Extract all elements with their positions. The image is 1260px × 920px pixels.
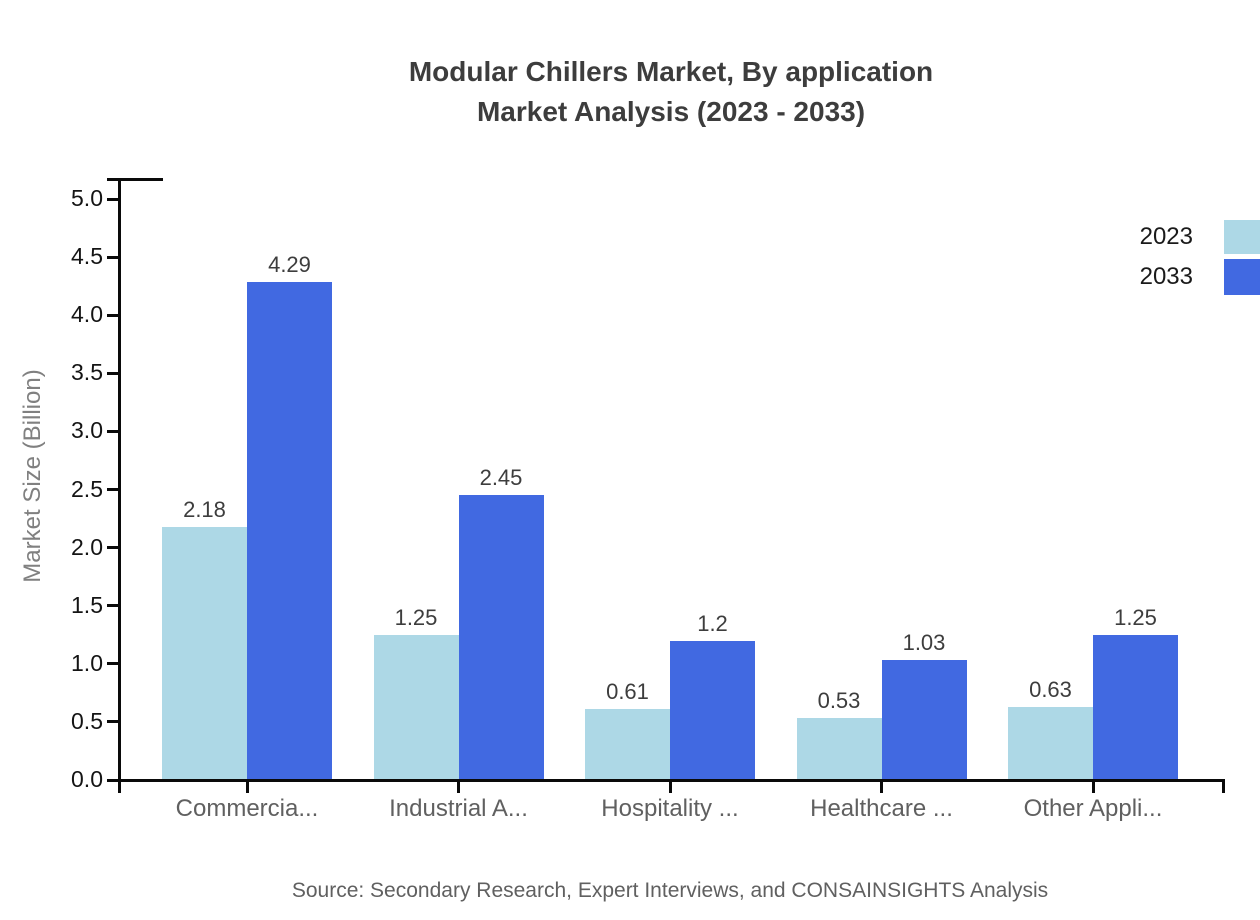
y-tick-mark [107, 546, 120, 550]
y-tick-label: 1.5 [71, 591, 103, 618]
legend-swatch-2023 [1224, 220, 1260, 254]
bar-value-label: 2.45 [479, 465, 523, 490]
x-axis-end-tick [1222, 779, 1225, 793]
y-tick-mark [107, 488, 120, 491]
bar-2023 [796, 718, 882, 780]
x-tick-mark [668, 779, 672, 793]
bar-2023 [162, 527, 247, 780]
y-tick-mark [107, 429, 120, 433]
bar-2023 [585, 709, 670, 780]
x-axis-corner-tick [118, 779, 121, 793]
bar-2023 [373, 635, 459, 780]
x-tick-mark [880, 779, 883, 793]
bar-value-label: 1.2 [697, 611, 728, 636]
y-tick-mark [107, 778, 120, 782]
y-tick-mark [107, 604, 120, 608]
bar-value-label: 0.61 [606, 679, 649, 704]
chart-title: Modular Chillers Market, By application … [409, 52, 933, 132]
y-tick-mark [107, 720, 120, 724]
y-tick-label: 2.5 [71, 475, 103, 502]
y-tick-mark [107, 662, 120, 666]
y-tick-label: 5.0 [71, 185, 103, 211]
bar-value-label: 4.29 [268, 252, 311, 277]
x-axis-line [118, 779, 1225, 782]
legend-item-2023: 2023 [1140, 220, 1260, 254]
chart-title-line2: Market Analysis (2023 - 2033) [476, 96, 866, 127]
y-tick-label: 1.0 [71, 649, 103, 676]
y-axis-top-cap [107, 178, 163, 181]
y-tick-label: 2.0 [71, 533, 103, 560]
bar-2033 [458, 495, 544, 780]
bar-2033 [881, 660, 967, 780]
legend-label-2033: 2033 [1139, 263, 1193, 290]
bar-value-label: 1.25 [1114, 605, 1157, 630]
legend-item-2033: 2033 [1140, 259, 1260, 295]
category-label: Industrial A... [389, 795, 528, 822]
x-tick-mark [457, 779, 460, 793]
bar-2033 [247, 282, 332, 780]
category-label: Other Appli... [1023, 795, 1163, 822]
source-note: Source: Secondary Research, Expert Inter… [291, 879, 1049, 902]
bar-2033 [1093, 635, 1178, 780]
x-tick-mark [1091, 779, 1095, 793]
legend-swatch-2033 [1224, 259, 1260, 295]
y-tick-label: 3.0 [71, 417, 103, 444]
bar-value-label: 1.25 [394, 605, 438, 630]
category-label: Healthcare ... [810, 795, 953, 822]
y-tick-mark [107, 313, 120, 317]
bar-value-label: 1.03 [902, 630, 946, 655]
y-tick-label: 0.0 [71, 766, 103, 792]
bar-value-label: 2.18 [183, 497, 226, 522]
y-tick-label: 4.5 [71, 243, 103, 270]
bar-value-label: 0.63 [1029, 677, 1072, 702]
y-tick-label: 4.0 [71, 301, 103, 328]
category-label: Hospitality ... [601, 795, 739, 822]
category-label: Commercia... [175, 795, 319, 822]
y-tick-mark [107, 197, 120, 201]
y-axis-line [118, 178, 121, 782]
x-tick-mark [245, 779, 249, 793]
bar-2033 [670, 641, 755, 780]
y-tick-mark [107, 371, 120, 375]
y-tick-mark [107, 255, 120, 259]
legend-label-2023: 2023 [1139, 223, 1193, 250]
y-tick-label: 3.5 [71, 359, 103, 386]
y-tick-label: 0.5 [71, 707, 103, 734]
bar-2023 [1008, 707, 1093, 780]
bar-value-label: 0.53 [817, 688, 861, 713]
chart-title-line1: Modular Chillers Market, By application [408, 56, 934, 87]
